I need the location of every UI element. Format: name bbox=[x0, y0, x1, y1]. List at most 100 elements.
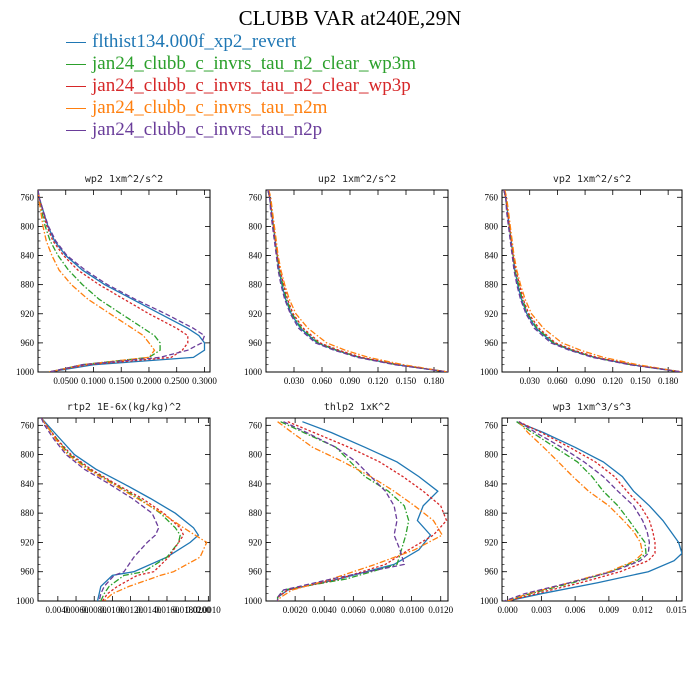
series-line-0-2 bbox=[38, 190, 189, 372]
xtick-label-3-9: 0.0010 bbox=[196, 605, 221, 615]
ytick-label-4-0: 760 bbox=[249, 420, 263, 430]
xtick-label-3-0: 0.0040 bbox=[45, 605, 70, 615]
legend-label-4: jan24_clubb_c_invrs_tau_n2p bbox=[92, 119, 323, 140]
series-line-3-2 bbox=[40, 418, 185, 601]
ytick-label-1-6: 1000 bbox=[244, 367, 263, 377]
ytick-label-5-4: 920 bbox=[485, 537, 499, 547]
series-line-4-3 bbox=[277, 421, 444, 601]
ytick-label-3-5: 960 bbox=[21, 567, 35, 577]
legend-label-3: jan24_clubb_c_invrs_tau_n2m bbox=[92, 97, 328, 118]
series-line-5-2 bbox=[507, 421, 656, 601]
xtick-label-3-3: 0.0100 bbox=[100, 605, 125, 615]
xtick-label-5-1: 0.003 bbox=[531, 605, 552, 615]
xtick-label-4-4: 0.0100 bbox=[399, 605, 424, 615]
series-line-1-4 bbox=[267, 190, 448, 372]
ytick-label-0-5: 960 bbox=[21, 338, 35, 348]
series-line-3-0 bbox=[40, 418, 200, 601]
panel-frame-1 bbox=[265, 189, 449, 373]
xtick-label-5-5: 0.015 bbox=[666, 605, 687, 615]
xtick-label-1-1: 0.060 bbox=[312, 376, 333, 386]
xtick-label-0-3: 0.2000 bbox=[137, 376, 162, 386]
xtick-label-3-8: 0.0200 bbox=[186, 605, 211, 615]
xtick-label-5-3: 0.009 bbox=[599, 605, 620, 615]
xtick-label-1-0: 0.030 bbox=[284, 376, 305, 386]
panel-title-1: up2 1xm^2/s^2 bbox=[318, 174, 396, 185]
series-line-0-3 bbox=[38, 190, 156, 372]
series-line-2-4 bbox=[503, 190, 682, 372]
xtick-label-2-0: 0.030 bbox=[520, 376, 541, 386]
series-line-4-2 bbox=[276, 421, 448, 601]
xtick-label-1-5: 0.180 bbox=[424, 376, 445, 386]
legend-swatch-4 bbox=[66, 129, 86, 131]
legend-label-2: jan24_clubb_c_invrs_tau_n2_clear_wp3p bbox=[92, 75, 411, 96]
ytick-label-4-5: 960 bbox=[249, 567, 263, 577]
series-line-5-1 bbox=[507, 421, 647, 601]
xtick-label-3-7: 0.0180 bbox=[173, 605, 198, 615]
legend-item-3: jan24_clubb_c_invrs_tau_n2m bbox=[66, 97, 416, 119]
panel-frame-0 bbox=[37, 189, 211, 373]
legend-item-2: jan24_clubb_c_invrs_tau_n2_clear_wp3p bbox=[66, 75, 416, 97]
xtick-label-3-4: 0.0120 bbox=[118, 605, 143, 615]
series-line-2-2 bbox=[503, 190, 682, 372]
xtick-label-1-3: 0.120 bbox=[368, 376, 389, 386]
panel-title-4: thlp2 1xK^2 bbox=[324, 402, 390, 413]
legend-item-4: jan24_clubb_c_invrs_tau_n2p bbox=[66, 119, 416, 141]
ytick-label-3-2: 840 bbox=[21, 479, 35, 489]
ytick-label-5-6: 1000 bbox=[480, 596, 499, 606]
ytick-label-0-6: 1000 bbox=[16, 367, 35, 377]
ytick-label-0-1: 800 bbox=[21, 221, 35, 231]
legend-swatch-2 bbox=[66, 85, 86, 87]
xtick-label-2-3: 0.120 bbox=[603, 376, 624, 386]
ytick-label-1-2: 840 bbox=[249, 251, 263, 261]
ytick-label-4-1: 800 bbox=[249, 450, 263, 460]
ytick-label-4-4: 920 bbox=[249, 537, 263, 547]
xtick-label-4-0: 0.0020 bbox=[283, 605, 308, 615]
ytick-label-5-1: 800 bbox=[485, 450, 499, 460]
legend-item-1: jan24_clubb_c_invrs_tau_n2_clear_wp3m bbox=[66, 53, 416, 75]
ytick-label-0-4: 920 bbox=[21, 309, 35, 319]
xtick-label-4-2: 0.0060 bbox=[341, 605, 366, 615]
legend-swatch-0 bbox=[66, 41, 86, 43]
xtick-label-0-0: 0.0500 bbox=[53, 376, 78, 386]
panel-4: thlp2 1xK^2 760 800 840 880 920 960 1000 0.0020 0… bbox=[244, 402, 454, 615]
ytick-label-2-2: 840 bbox=[485, 251, 499, 261]
panel-1: up2 1xm^2/s^2 760 800 840 880 920 960 1000 0.030… bbox=[244, 174, 449, 386]
series-line-4-1 bbox=[276, 421, 410, 601]
ytick-label-3-4: 920 bbox=[21, 537, 35, 547]
xtick-label-2-5: 0.180 bbox=[658, 376, 679, 386]
series-line-3-4 bbox=[40, 418, 160, 601]
ytick-label-1-4: 920 bbox=[249, 309, 263, 319]
ytick-label-4-6: 1000 bbox=[244, 596, 263, 606]
ytick-label-2-6: 1000 bbox=[480, 367, 499, 377]
xtick-label-3-2: 0.0080 bbox=[82, 605, 107, 615]
series-line-4-4 bbox=[276, 421, 406, 601]
panel-title-5: wp3 1xm^3/s^3 bbox=[553, 402, 631, 413]
series-line-1-1 bbox=[267, 190, 448, 372]
ytick-label-5-3: 880 bbox=[485, 508, 499, 518]
panel-0: wp2 1xm^2/s^2 760 800 840 880 920 960 1000 0.050… bbox=[16, 174, 217, 386]
ytick-label-2-3: 880 bbox=[485, 280, 499, 290]
figure-title: CLUBB VAR at240E,29N bbox=[238, 6, 462, 30]
ytick-label-4-2: 840 bbox=[249, 479, 263, 489]
ytick-label-4-3: 880 bbox=[249, 508, 263, 518]
xtick-label-4-3: 0.0080 bbox=[370, 605, 395, 615]
xtick-label-2-4: 0.150 bbox=[630, 376, 651, 386]
xtick-label-4-1: 0.0040 bbox=[312, 605, 337, 615]
ytick-label-3-6: 1000 bbox=[16, 596, 35, 606]
ytick-label-0-0: 760 bbox=[21, 192, 35, 202]
legend-label-1: jan24_clubb_c_invrs_tau_n2_clear_wp3m bbox=[92, 53, 416, 74]
series-line-1-3 bbox=[268, 190, 448, 372]
panel-2: vp2 1xm^2/s^2 760 800 840 880 920 960 1000 0.030… bbox=[480, 174, 683, 386]
series-line-5-0 bbox=[507, 421, 682, 601]
ytick-label-1-0: 760 bbox=[249, 192, 263, 202]
legend: flthist134.000f_xp2_revert jan24_clubb_c… bbox=[66, 31, 416, 141]
ytick-label-5-5: 960 bbox=[485, 567, 499, 577]
xtick-label-5-0: 0.000 bbox=[498, 605, 519, 615]
ytick-label-0-3: 880 bbox=[21, 280, 35, 290]
ytick-label-0-2: 840 bbox=[21, 251, 35, 261]
ytick-label-1-1: 800 bbox=[249, 221, 263, 231]
panel-title-2: vp2 1xm^2/s^2 bbox=[553, 174, 631, 185]
xtick-label-3-1: 0.0060 bbox=[64, 605, 89, 615]
ytick-label-2-1: 800 bbox=[485, 221, 499, 231]
